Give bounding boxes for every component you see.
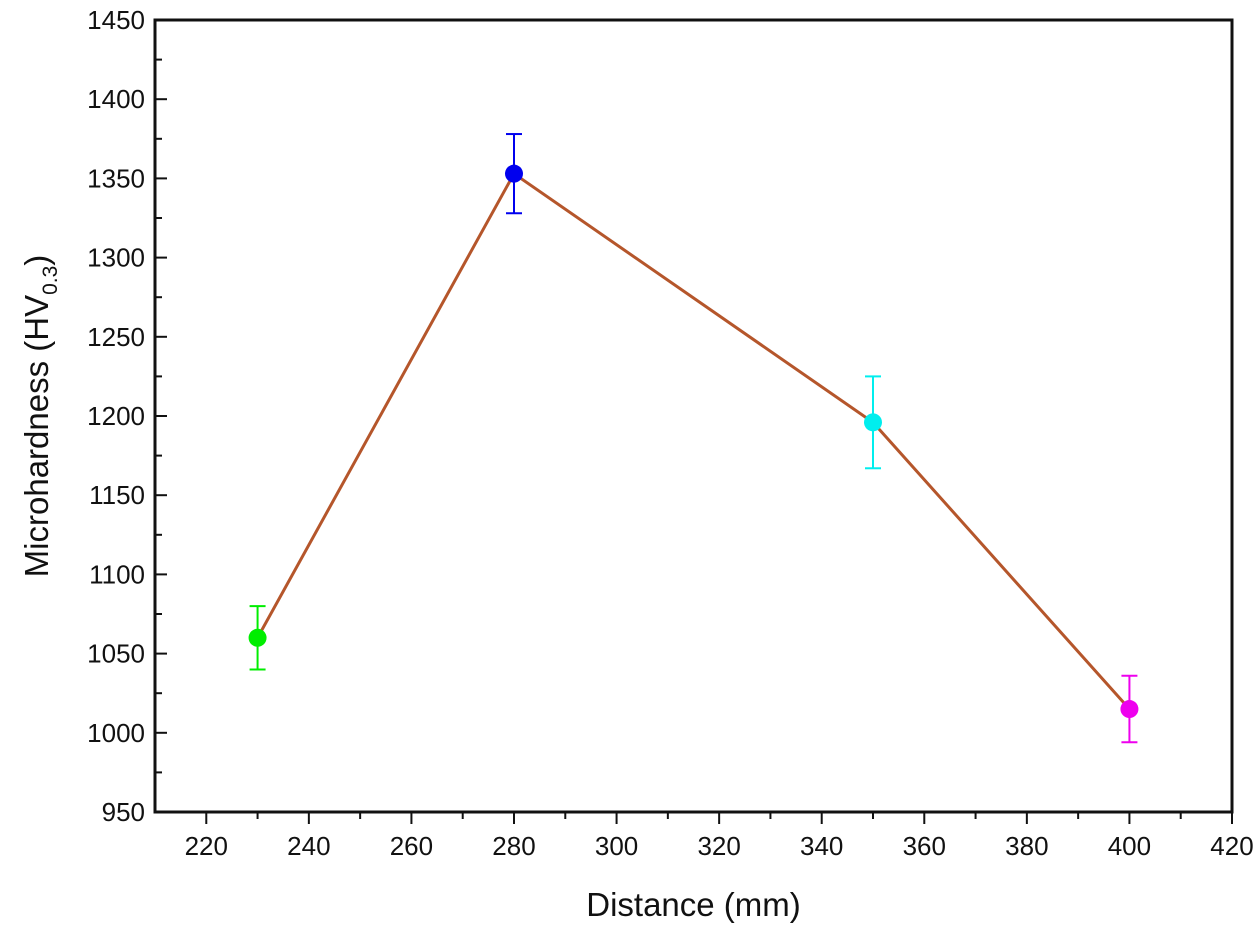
x-tick-label: 400 bbox=[1108, 831, 1151, 861]
data-point bbox=[505, 164, 523, 183]
data-point bbox=[248, 628, 267, 647]
y-tick-label: 1300 bbox=[87, 243, 145, 273]
x-tick-label: 340 bbox=[800, 831, 843, 861]
major-ticks bbox=[155, 19, 1233, 824]
series-line bbox=[256, 171, 1131, 711]
x-tick-label: 300 bbox=[595, 831, 638, 861]
x-axis-title: Distance (mm) bbox=[586, 886, 801, 923]
data-point bbox=[864, 413, 882, 432]
tick-labels: 220 240 260 280 300 320 340 360 380 400 420 950 1000… bbox=[87, 5, 1254, 861]
y-tick-label: 1250 bbox=[87, 322, 145, 352]
y-axis-title-main: Microhardness (HV bbox=[18, 295, 55, 577]
x-tick-label: 220 bbox=[185, 831, 228, 861]
minor-ticks bbox=[155, 58, 1182, 819]
y-tick-label: 950 bbox=[102, 797, 145, 827]
x-tick-label: 380 bbox=[1005, 831, 1048, 861]
y-tick-label: 1150 bbox=[89, 480, 145, 510]
y-tick-label: 1100 bbox=[89, 559, 145, 589]
data-series bbox=[248, 133, 1139, 744]
plot-frame bbox=[153, 18, 1234, 814]
y-tick-label: 1000 bbox=[87, 718, 145, 748]
y-axis-title: Microhardness (HV0.3) bbox=[18, 255, 62, 578]
y-tick-label: 1200 bbox=[87, 401, 145, 431]
y-axis-title-close: ) bbox=[18, 255, 55, 266]
y-axis-title-subscript: 0.3 bbox=[39, 266, 62, 295]
x-tick-label: 420 bbox=[1210, 831, 1253, 861]
x-tick-label: 280 bbox=[492, 831, 535, 861]
y-tick-label: 1400 bbox=[87, 84, 145, 114]
y-tick-label: 1350 bbox=[87, 163, 145, 193]
data-point bbox=[1120, 700, 1139, 719]
y-tick-label: 1050 bbox=[87, 639, 145, 669]
x-tick-label: 260 bbox=[390, 831, 433, 861]
y-tick-label: 1450 bbox=[87, 5, 145, 35]
x-tick-label: 240 bbox=[287, 831, 330, 861]
x-tick-label: 360 bbox=[903, 831, 946, 861]
x-tick-label: 320 bbox=[697, 831, 740, 861]
